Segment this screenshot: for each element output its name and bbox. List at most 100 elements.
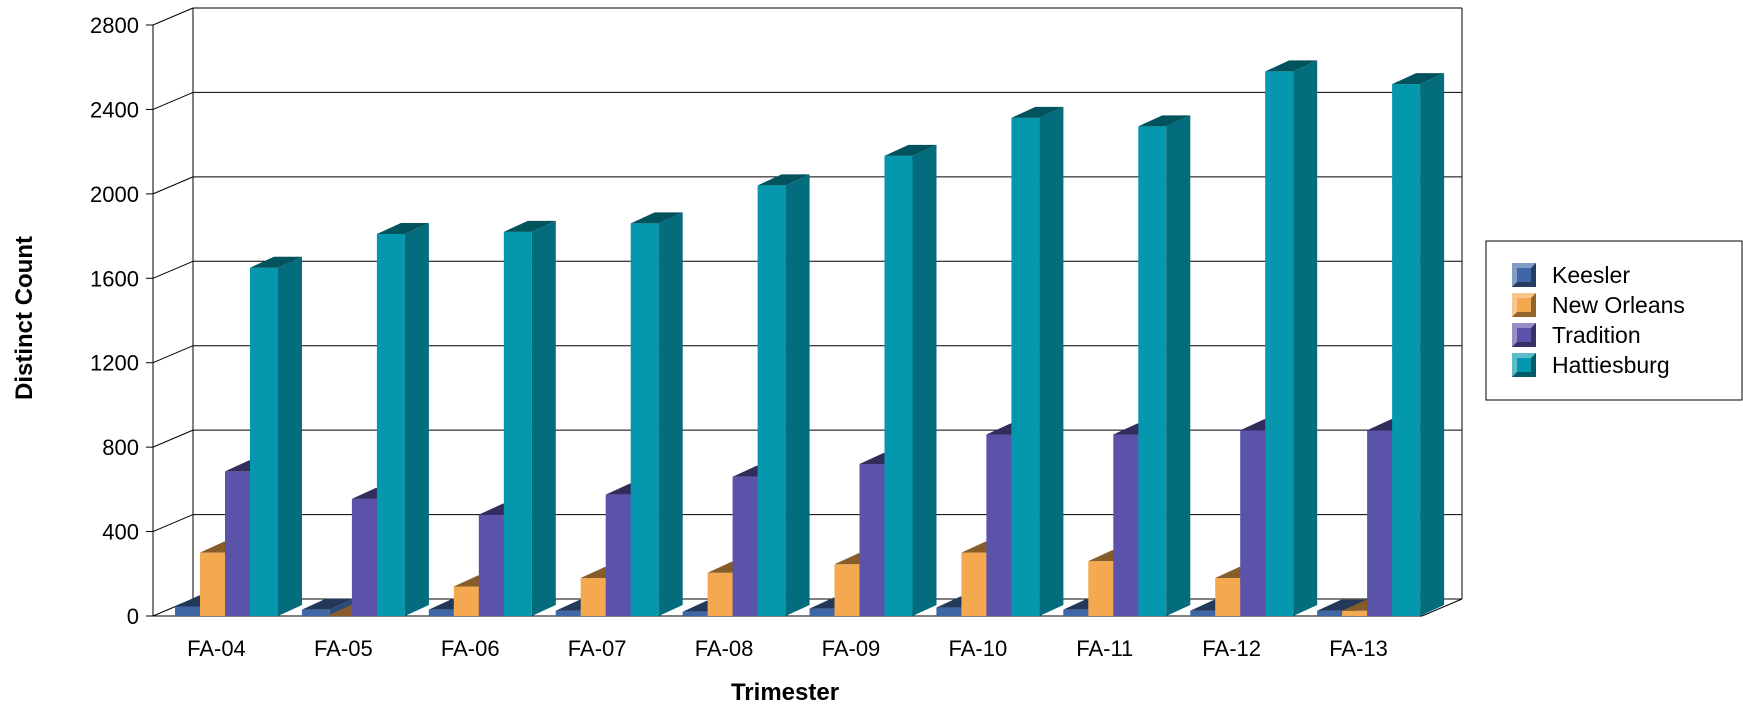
bar-top <box>884 144 937 156</box>
legend-swatch-center <box>1517 268 1531 282</box>
bar <box>503 220 556 616</box>
legend-label: Tradition <box>1552 322 1641 348</box>
bar-top <box>630 212 683 224</box>
bar-front <box>834 564 863 616</box>
bar <box>301 598 354 616</box>
bar-front <box>453 586 482 616</box>
bar-group <box>936 106 1064 616</box>
bar-side <box>1166 115 1191 617</box>
bar-side <box>1293 60 1318 616</box>
bar-top <box>503 220 556 232</box>
bar <box>376 222 429 617</box>
bar-side <box>785 174 810 616</box>
bar-front <box>1392 84 1421 617</box>
bar-front <box>225 471 253 616</box>
bar <box>1011 106 1064 616</box>
bar-side <box>658 212 683 616</box>
bar-front <box>1011 117 1040 616</box>
gridline-side <box>152 514 194 533</box>
bar-front <box>503 231 532 616</box>
bar <box>250 256 302 616</box>
legend-items: Keesler New Orleans Tradition Hattiesburg <box>1512 262 1685 378</box>
bar-group <box>1317 73 1445 617</box>
bar-group <box>428 220 556 616</box>
bar-top <box>1265 60 1318 72</box>
x-tick-label: FA-11 <box>1076 636 1133 661</box>
bar-front <box>605 494 634 616</box>
y-tick-label: 1600 <box>90 266 139 291</box>
bar-side <box>329 598 354 616</box>
gridline-side <box>152 176 194 195</box>
bar-front <box>757 185 786 616</box>
x-tick-label: FA-09 <box>822 636 881 661</box>
bar-side <box>404 222 429 617</box>
y-tick-label: 2000 <box>90 182 139 207</box>
legend-item: Tradition <box>1512 322 1641 348</box>
bar-front <box>175 606 203 616</box>
legend-label: Keesler <box>1552 262 1630 288</box>
floor-right-edge <box>1421 598 1463 617</box>
bar-front <box>1240 430 1269 616</box>
bar-group <box>1063 115 1191 617</box>
y-tick-label: 2400 <box>90 97 139 122</box>
bar-front <box>1367 430 1396 616</box>
bar-top <box>1011 106 1064 118</box>
bar-front <box>986 434 1015 616</box>
bar-front <box>478 514 507 616</box>
bar-side <box>1420 73 1445 617</box>
bar-front <box>809 608 838 616</box>
bar-front <box>200 552 228 616</box>
bar-top <box>301 598 354 610</box>
bar-front <box>580 578 609 616</box>
bar-group <box>555 212 683 616</box>
bar-front <box>250 267 278 616</box>
legend-item: Hattiesburg <box>1512 352 1670 378</box>
gridline-side <box>152 429 194 448</box>
x-tick-label: FA-12 <box>1202 636 1261 661</box>
bar <box>630 212 683 616</box>
x-axis-ticks: FA-04 FA-05 FA-06 FA-07 FA-08 FA-09 FA-10 FA-11… <box>187 636 1388 661</box>
bar-side <box>278 256 302 616</box>
bar-group <box>1190 60 1318 616</box>
bar-top <box>376 222 429 234</box>
legend: Keesler New Orleans Tradition Hattiesburg <box>1485 240 1743 401</box>
legend-swatch-center <box>1517 358 1531 372</box>
bar-top <box>250 256 302 268</box>
bar-side <box>531 220 556 616</box>
y-tick-label: 400 <box>102 520 139 545</box>
x-tick-label: FA-10 <box>948 636 1007 661</box>
legend-label: Hattiesburg <box>1552 352 1670 378</box>
bar-group <box>301 222 429 617</box>
bar-front <box>1265 71 1294 616</box>
bar <box>1265 60 1318 616</box>
legend-swatch-center <box>1517 298 1531 312</box>
legend-swatch-center <box>1517 328 1531 342</box>
bar-front <box>936 607 965 616</box>
bar-front <box>1113 434 1142 616</box>
bar-top <box>757 174 810 186</box>
y-tick-label: 1200 <box>90 351 139 376</box>
bar-front <box>1088 561 1117 616</box>
x-tick-label: FA-13 <box>1329 636 1388 661</box>
bar <box>1392 73 1445 617</box>
bar-front <box>428 609 457 616</box>
bar-front <box>682 611 711 616</box>
bar-group <box>809 144 937 616</box>
bar-top <box>1317 599 1370 611</box>
bar-front <box>961 552 990 616</box>
bar <box>757 174 810 616</box>
bar-front <box>1215 578 1244 616</box>
x-tick-label: FA-05 <box>314 636 373 661</box>
y-tick-label: 2800 <box>90 13 139 38</box>
x-tick-label: FA-08 <box>695 636 754 661</box>
bars <box>175 60 1445 617</box>
x-tick-label: FA-04 <box>187 636 246 661</box>
x-tick-label: FA-06 <box>441 636 500 661</box>
bar-front <box>1190 610 1219 616</box>
bar-front <box>376 233 405 617</box>
bar-group <box>175 256 302 616</box>
y-axis-title: Distinct Count <box>11 236 38 400</box>
bar-top <box>1392 73 1445 85</box>
bar-side <box>1039 106 1064 616</box>
